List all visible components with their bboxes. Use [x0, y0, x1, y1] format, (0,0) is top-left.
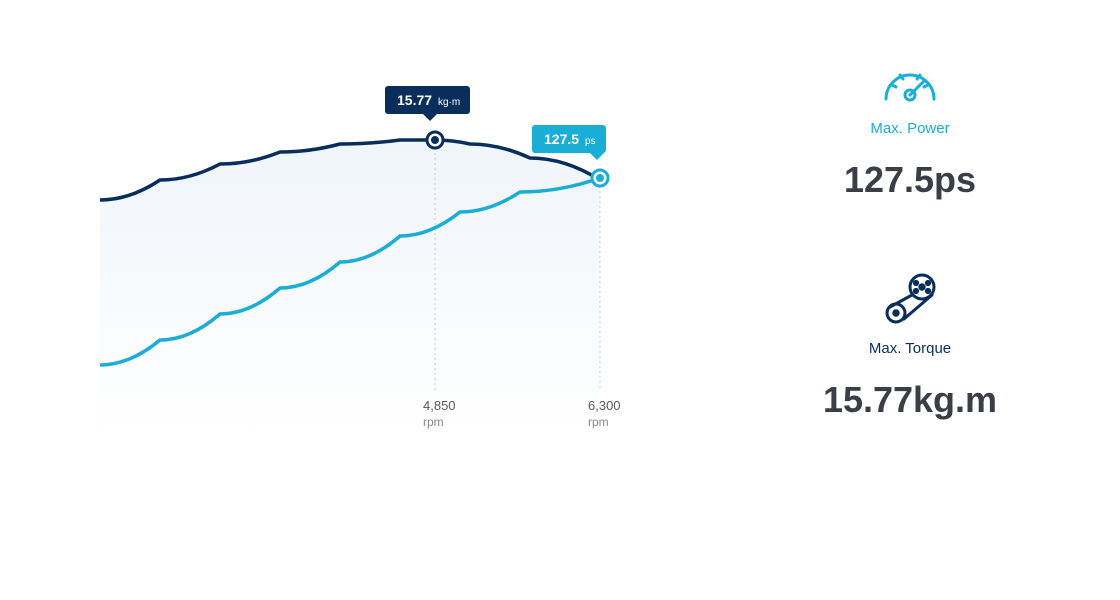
- max-power-value: 127.5ps: [780, 159, 1040, 201]
- power-callout-unit: ps: [585, 136, 596, 147]
- pulley-icon: [878, 271, 942, 332]
- gauge-icon: [878, 55, 942, 112]
- power-rpm-label: 6,300 rpm: [588, 398, 621, 430]
- power-callout-badge: 127.5 ps: [532, 125, 606, 153]
- torque-area-fill: [100, 140, 600, 440]
- specs-panel: Max. Power 127.5ps Max. Torque: [780, 55, 1040, 491]
- torque-callout-badge: 15.77 kg·m: [385, 86, 470, 114]
- torque-rpm-label: 4,850 rpm: [423, 398, 456, 430]
- torque-callout-unit: kg·m: [438, 97, 460, 108]
- torque-callout-value: 15.77: [397, 92, 432, 108]
- max-torque-value: 15.77kg.m: [780, 379, 1040, 421]
- power-callout-value: 127.5: [544, 131, 579, 147]
- max-torque-block: Max. Torque 15.77kg.m: [780, 271, 1040, 421]
- max-power-label: Max. Power: [780, 120, 1040, 137]
- max-torque-label: Max. Torque: [780, 340, 1040, 357]
- performance-chart: 15.77 kg·m 127.5 ps 4,850 rpm 6,300 rpm: [100, 70, 660, 440]
- max-power-block: Max. Power 127.5ps: [780, 55, 1040, 201]
